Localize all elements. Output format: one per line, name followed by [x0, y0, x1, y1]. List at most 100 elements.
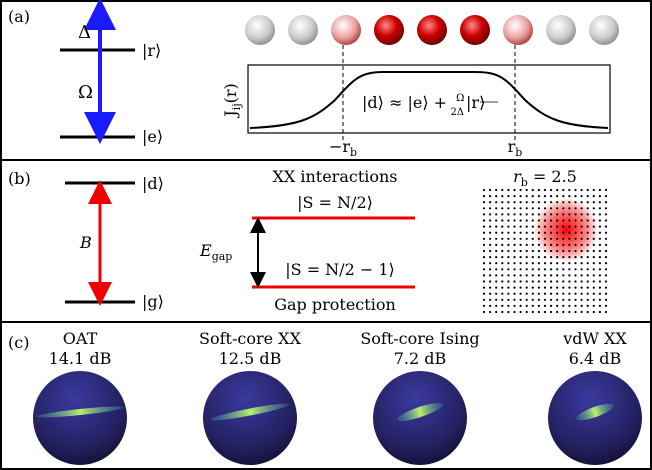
site [495, 250, 497, 252]
site [532, 293, 534, 295]
site [538, 268, 540, 270]
site [599, 250, 601, 252]
squeezing-label: 7.2 dB [394, 349, 447, 368]
site [526, 195, 528, 197]
site [587, 293, 589, 295]
site [483, 287, 485, 289]
y-label: Jij(r) [221, 83, 243, 119]
site [574, 274, 576, 276]
site [526, 256, 528, 258]
site [568, 189, 570, 191]
site [507, 274, 509, 276]
site [556, 293, 558, 295]
site [556, 287, 558, 289]
site [593, 232, 595, 234]
site [599, 232, 601, 234]
site [544, 274, 546, 276]
site [489, 207, 491, 209]
site [581, 311, 583, 313]
site [605, 262, 607, 264]
site [520, 311, 522, 313]
site [562, 280, 564, 282]
site [593, 311, 595, 313]
cutoff-label: rb [508, 137, 523, 159]
site [532, 287, 534, 289]
site [568, 226, 570, 228]
site [568, 256, 570, 258]
site [562, 268, 564, 270]
site [562, 250, 564, 252]
site [526, 287, 528, 289]
site [550, 213, 552, 215]
site [587, 262, 589, 264]
site [574, 213, 576, 215]
site [532, 268, 534, 270]
site [587, 213, 589, 215]
state-label: |d⟩ [142, 174, 164, 193]
site [507, 226, 509, 228]
site [562, 238, 564, 240]
site [550, 305, 552, 307]
site [520, 213, 522, 215]
site [520, 219, 522, 221]
site [513, 232, 515, 234]
site [556, 201, 558, 203]
site [562, 274, 564, 276]
site [587, 250, 589, 252]
site [556, 280, 558, 282]
site [593, 299, 595, 301]
site [520, 207, 522, 209]
site [574, 311, 576, 313]
site [495, 226, 497, 228]
state-label: |S = N/2 − 1⟩ [285, 260, 395, 279]
lattice [483, 189, 607, 313]
site [593, 262, 595, 264]
site [544, 207, 546, 209]
site [556, 256, 558, 258]
state-label: |r⟩ [142, 41, 161, 60]
site [513, 293, 515, 295]
site [526, 268, 528, 270]
site [605, 238, 607, 240]
panel-tag: (b) [8, 169, 31, 188]
site [568, 232, 570, 234]
site [544, 213, 546, 215]
site [544, 280, 546, 282]
site [550, 311, 552, 313]
site [501, 305, 503, 307]
site [593, 274, 595, 276]
site [507, 287, 509, 289]
site [574, 219, 576, 221]
site [562, 262, 564, 264]
site [532, 280, 534, 282]
site [501, 226, 503, 228]
site [495, 287, 497, 289]
site [562, 287, 564, 289]
site [483, 256, 485, 258]
site [587, 201, 589, 203]
site [599, 311, 601, 313]
footer: Gap protection [274, 295, 396, 314]
site [593, 213, 595, 215]
squeezing-label: 12.5 dB [219, 349, 282, 368]
bloch-sphere [373, 371, 467, 465]
site [599, 274, 601, 276]
site [526, 189, 528, 191]
site [587, 287, 589, 289]
site [574, 268, 576, 270]
site [574, 244, 576, 246]
site [532, 226, 534, 228]
site [574, 189, 576, 191]
site [495, 274, 497, 276]
site [489, 219, 491, 221]
site [556, 311, 558, 313]
site [520, 262, 522, 264]
site [532, 250, 534, 252]
site [550, 201, 552, 203]
site [550, 256, 552, 258]
site [544, 293, 546, 295]
site [605, 207, 607, 209]
site [495, 219, 497, 221]
site [581, 238, 583, 240]
site [599, 219, 601, 221]
